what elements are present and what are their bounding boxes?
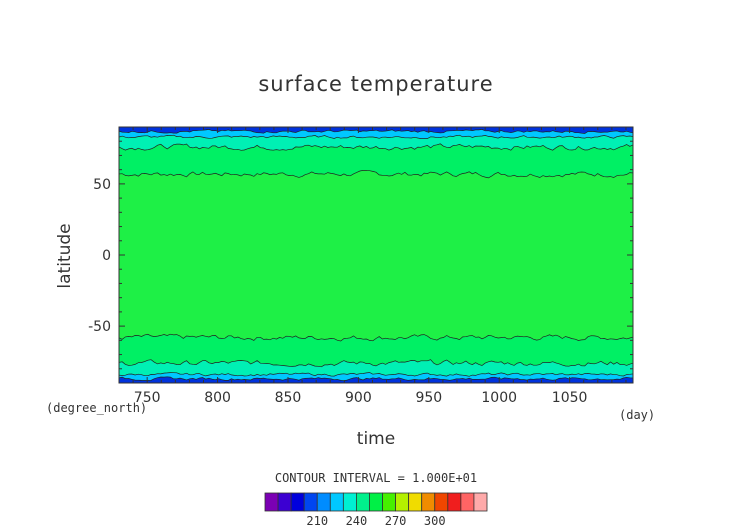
y-axis-label: latitude	[55, 223, 75, 288]
colorbar-swatch	[408, 492, 423, 512]
colorbar-swatch	[264, 492, 279, 512]
x-axis-label: time	[357, 429, 395, 449]
colorbar: 210 240 270 300	[264, 492, 488, 528]
colorbar-swatch	[303, 492, 318, 512]
band-north-below-230	[118, 126, 634, 134]
colorbar-swatch	[434, 492, 449, 512]
plot-area	[118, 126, 634, 384]
y-tick-label: 0	[102, 248, 111, 264]
x-tick-label: 800	[204, 390, 231, 406]
colorbar-swatch	[316, 492, 331, 512]
colorbar-tick-label: 300	[424, 514, 446, 528]
colorbar-swatch	[277, 492, 292, 512]
colorbar-swatch	[447, 492, 462, 512]
contour-interval-label: CONTOUR INTERVAL = 1.000E+01	[275, 471, 477, 485]
colorbar-tick-label: 270	[385, 514, 407, 528]
colorbar-swatch	[421, 492, 436, 512]
colorbar-swatch	[395, 492, 410, 512]
colorbar-tick-label: 240	[346, 514, 368, 528]
band-south-below-230	[118, 376, 634, 384]
y-tick-label: 50	[93, 177, 111, 193]
x-unit-label: (day)	[619, 408, 655, 422]
colorbar-swatch	[290, 492, 305, 512]
colorbar-swatch	[460, 492, 475, 512]
axes: 750 800 850 900 950 1000 1050 50 0 -50	[88, 126, 634, 406]
x-tick-label: 750	[134, 390, 161, 406]
colorbar-swatch	[382, 492, 396, 512]
x-tick-label: 950	[415, 390, 442, 406]
y-unit-label: (degree_north)	[46, 401, 147, 415]
y-tick-label: -50	[88, 319, 111, 335]
colorbar-swatch	[473, 492, 488, 512]
chart-title: surface temperature	[258, 72, 493, 96]
x-tick-label: 1000	[481, 390, 517, 406]
x-tick-label: 900	[345, 390, 372, 406]
x-tick-label: 850	[275, 390, 302, 406]
colorbar-swatch	[342, 492, 357, 512]
colorbar-swatch	[369, 492, 383, 512]
colorbar-swatch	[329, 492, 344, 512]
colorbar-swatch	[356, 492, 370, 512]
x-tick-label: 1050	[552, 390, 588, 406]
colorbar-tick-label: 210	[306, 514, 328, 528]
